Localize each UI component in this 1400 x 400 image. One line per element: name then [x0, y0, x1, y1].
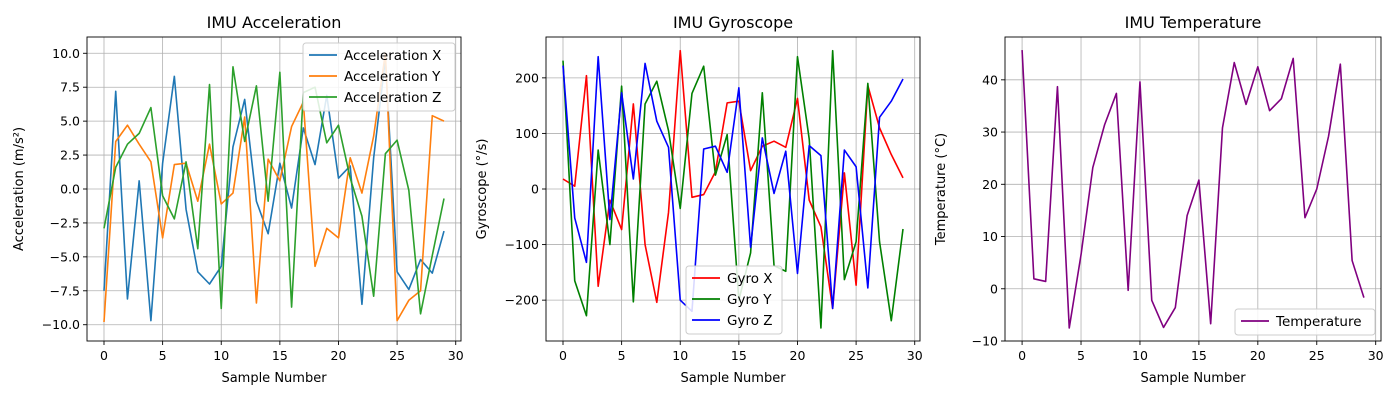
series-line-gyro-x — [562, 49, 904, 310]
x-tick-label: 15 — [731, 348, 747, 363]
plot-frame — [1004, 36, 1382, 342]
x-axis-label: Sample Number — [221, 371, 327, 386]
y-tick-label: −7.5 — [50, 283, 80, 298]
x-tick-label: 30 — [448, 348, 464, 363]
y-tick-label: 40 — [982, 72, 998, 87]
legend-label: Gyro X — [727, 271, 773, 287]
legend-label: Acceleration Z — [344, 90, 441, 106]
y-tick-label: −200 — [505, 293, 539, 308]
x-tick-label: 25 — [389, 348, 405, 363]
y-tick-label: 100 — [515, 126, 539, 141]
y-tick-label: 200 — [515, 70, 539, 85]
x-tick-label: 5 — [618, 348, 626, 363]
x-tick-label: 25 — [848, 348, 864, 363]
legend-label: Acceleration Y — [344, 69, 441, 85]
legend-box — [302, 42, 456, 112]
series-line-acceleration-z — [103, 66, 445, 315]
legend: Temperature — [1234, 308, 1376, 336]
y-tick-label: 0.0 — [60, 182, 80, 197]
y-tick-label: 30 — [982, 125, 998, 140]
x-tick-label: 5 — [159, 348, 167, 363]
y-tick-label: 0 — [531, 182, 539, 197]
legend: Gyro X Gyro Y Gyro Z — [685, 265, 783, 335]
x-tick-label: 30 — [907, 348, 923, 363]
legend-label: Temperature — [1275, 314, 1362, 330]
legend-label: Acceleration X — [344, 48, 441, 64]
legend-label: Gyro Y — [727, 292, 772, 308]
y-tick-label: 0 — [990, 281, 998, 296]
x-axis-label: Sample Number — [680, 371, 786, 386]
chart-title: IMU Temperature — [1125, 13, 1262, 32]
y-tick-label: −5.0 — [50, 249, 80, 264]
y-tick-label: 5.0 — [60, 114, 80, 129]
y-tick-label: 20 — [982, 177, 998, 192]
chart-panel-2: 0 5 10 15 20 25 30 −200 −100 0 100 200 IMU Gyroscope… — [475, 13, 923, 386]
y-tick-label: 10.0 — [52, 46, 80, 61]
x-tick-label: 25 — [1309, 348, 1325, 363]
x-tick-label: 20 — [790, 348, 806, 363]
legend-box — [1234, 308, 1376, 336]
y-tick-label: −10 — [972, 334, 998, 349]
y-tick-label: −10.0 — [42, 317, 80, 332]
x-axis-label: Sample Number — [1140, 371, 1246, 386]
x-tick-label: 5 — [1077, 348, 1085, 363]
y-tick-label: −2.5 — [50, 215, 80, 230]
y-axis-label: Gyroscope (°/s) — [475, 139, 490, 240]
legend-box — [685, 265, 783, 335]
legend: Acceleration X Acceleration Y Acceleration… — [302, 42, 456, 112]
x-tick-label: 15 — [1191, 348, 1207, 363]
y-tick-label: −100 — [505, 237, 539, 252]
x-tick-label: 10 — [213, 348, 229, 363]
series-line-gyro-z — [562, 55, 904, 313]
y-tick-label: 2.5 — [60, 148, 80, 163]
x-tick-label: 15 — [272, 348, 288, 363]
x-tick-label: 0 — [559, 348, 567, 363]
x-tick-label: 0 — [1018, 348, 1026, 363]
x-tick-label: 0 — [100, 348, 108, 363]
x-tick-label: 30 — [1368, 348, 1384, 363]
y-axis-label: Acceleration (m/s²) — [12, 127, 27, 251]
x-tick-label: 10 — [672, 348, 688, 363]
x-tick-label: 20 — [331, 348, 347, 363]
chart-title: IMU Acceleration — [207, 13, 342, 32]
y-tick-label: 10 — [982, 229, 998, 244]
x-tick-label: 20 — [1250, 348, 1266, 363]
chart-title: IMU Gyroscope — [673, 13, 793, 32]
y-axis-label: Temperature (°C) — [934, 133, 949, 246]
x-tick-label: 10 — [1132, 348, 1148, 363]
chart-panel-1: 0 5 10 15 20 25 30 −10.0 −7.5 −5.0 −2.5 0.0 2.5 5.0 7.… — [12, 13, 464, 386]
chart-panel-3: 0 5 10 15 20 25 30 −10 0 10 20 30 40 IMU Temperature S… — [934, 13, 1384, 386]
legend-label: Gyro Z — [727, 313, 773, 329]
series-line-temperature — [1021, 50, 1365, 329]
y-tick-label: 7.5 — [60, 80, 80, 95]
